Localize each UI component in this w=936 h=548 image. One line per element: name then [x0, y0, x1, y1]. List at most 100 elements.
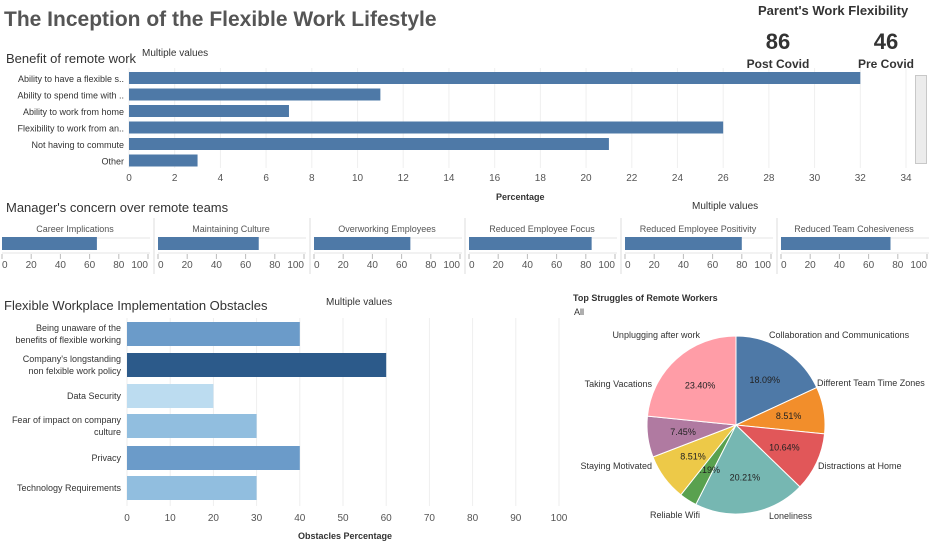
kpi-pre-label: Pre Covid — [857, 57, 914, 71]
slice-value-label: 3.19% — [694, 465, 720, 475]
x-tick-label: 34 — [900, 173, 912, 184]
x-tick-label: 40 — [522, 260, 534, 271]
x-tick-label: 0 — [314, 260, 320, 271]
bar — [129, 121, 724, 134]
x-tick-label: 100 — [598, 260, 615, 271]
category-label: Other — [101, 157, 124, 167]
managers-title: Manager's concern over remote teams — [6, 200, 229, 215]
x-tick-label: 80 — [425, 260, 437, 271]
category-label: Data Security — [67, 391, 122, 401]
category-label: culture — [94, 427, 121, 437]
obstacles-filter[interactable]: Multiple values — [326, 297, 393, 308]
slice-category-label: Reliable Wifi — [650, 510, 700, 520]
bar — [129, 72, 861, 84]
x-tick-label: 22 — [626, 173, 638, 184]
bar — [129, 138, 609, 150]
pie-slice — [695, 424, 801, 515]
pie-chart: 18.09% Collaboration and Communications 8.… — [580, 330, 925, 521]
bar — [127, 476, 257, 500]
slice-value-label: 20.21% — [730, 473, 761, 483]
category-label: Being unaware of the — [36, 323, 121, 333]
slice-category-label: Taking Vacations — [585, 379, 653, 389]
slice-category-label: Staying Motivated — [580, 461, 652, 471]
x-tick-label: 0 — [2, 260, 8, 271]
x-tick-label: 90 — [510, 513, 522, 524]
slice-value-label: 23.40% — [685, 380, 716, 390]
x-tick-label: 80 — [269, 260, 281, 271]
panel-header: Reduced Employee Positivity — [640, 224, 757, 234]
x-tick-label: 26 — [718, 173, 730, 184]
scrollbar[interactable] — [915, 75, 927, 164]
x-tick-label: 40 — [367, 260, 379, 271]
x-tick-label: 50 — [337, 513, 349, 524]
x-tick-label: 40 — [294, 513, 306, 524]
obstacles-title: Flexible Workplace Implementation Obstac… — [4, 298, 268, 313]
x-tick-label: 40 — [211, 260, 223, 271]
x-tick-label: 16 — [489, 173, 501, 184]
category-label: Fear of impact on company — [12, 415, 122, 425]
benefit-filter[interactable]: Multiple values — [142, 48, 209, 59]
x-tick-label: 6 — [263, 173, 269, 184]
panel-header: Reduced Employee Focus — [489, 224, 595, 234]
x-tick-label: 40 — [834, 260, 846, 271]
x-tick-label: 20 — [580, 173, 592, 184]
bar — [129, 154, 198, 167]
x-tick-label: 80 — [467, 513, 479, 524]
benefit-title: Benefit of remote work — [6, 51, 137, 66]
pie-title: Top Struggles of Remote Workers — [573, 293, 718, 303]
x-tick-label: 20 — [338, 260, 350, 271]
bar — [129, 105, 289, 117]
kpi-post-value: 86 — [765, 29, 791, 54]
managers-filter[interactable]: Multiple values — [692, 201, 759, 212]
slice-value-label: 8.51% — [776, 411, 802, 421]
category-label: Ability to spend time with .. — [17, 91, 124, 101]
x-tick-label: 12 — [398, 173, 410, 184]
x-tick-label: 60 — [707, 260, 719, 271]
x-tick-label: 80 — [892, 260, 904, 271]
x-tick-label: 60 — [84, 260, 96, 271]
pie-slice — [646, 335, 737, 426]
bar — [158, 237, 259, 250]
x-tick-label: 0 — [126, 173, 132, 184]
slice-value-label: 8.51% — [680, 452, 706, 462]
x-tick-label: 0 — [158, 260, 164, 271]
slice-category-label: Distractions at Home — [818, 461, 902, 471]
slice-value-label: 18.09% — [749, 375, 780, 385]
kpi-post-label: Post Covid — [746, 57, 810, 71]
bar — [129, 88, 381, 101]
x-tick-label: 60 — [863, 260, 875, 271]
panel-header: Career Implications — [36, 224, 114, 234]
bar — [127, 322, 300, 346]
x-tick-label: 100 — [910, 260, 927, 271]
x-tick-label: 20 — [182, 260, 194, 271]
category-label: benefits of flexible working — [15, 335, 121, 345]
x-tick-label: 60 — [551, 260, 563, 271]
x-tick-label: 0 — [469, 260, 475, 271]
x-tick-label: 20 — [649, 260, 661, 271]
managers-chart: Career Implications 0 20 40 60 80 100 Maintaini… — [1, 218, 929, 274]
x-tick-label: 20 — [493, 260, 505, 271]
category-label: Privacy — [91, 453, 121, 463]
x-tick-label: 30 — [251, 513, 263, 524]
x-tick-label: 60 — [381, 513, 393, 524]
x-tick-label: 100 — [443, 260, 460, 271]
x-tick-label: 100 — [287, 260, 304, 271]
slice-category-label: Loneliness — [769, 511, 813, 521]
panel-header: Maintaining Culture — [192, 224, 270, 234]
x-tick-label: 60 — [396, 260, 408, 271]
bar — [127, 446, 300, 470]
slice-category-label: Collaboration and Communications — [769, 330, 910, 340]
x-tick-label: 100 — [754, 260, 771, 271]
bar — [314, 237, 411, 250]
category-label: Not having to commute — [31, 140, 124, 150]
bar — [127, 384, 214, 408]
kpi-pre-value: 46 — [873, 29, 899, 54]
x-tick-label: 30 — [809, 173, 821, 184]
category-label: Technology Requirements — [17, 483, 122, 493]
x-tick-label: 0 — [625, 260, 631, 271]
x-tick-label: 80 — [736, 260, 748, 271]
x-tick-label: 24 — [672, 173, 684, 184]
x-tick-label: 60 — [240, 260, 252, 271]
pie-filter[interactable]: All — [574, 307, 585, 317]
x-tick-label: 80 — [113, 260, 125, 271]
